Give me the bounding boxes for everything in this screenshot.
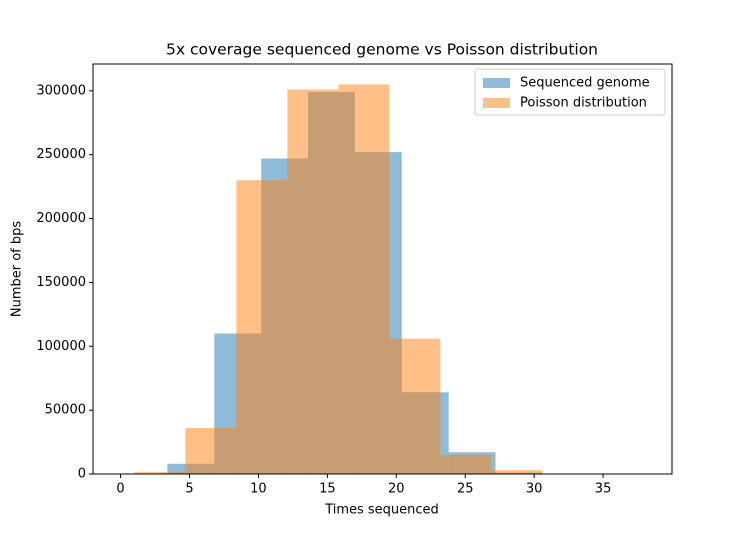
bar (491, 470, 543, 474)
y-tick-label: 250000 (36, 147, 86, 162)
x-tick-label: 25 (457, 482, 474, 497)
legend-swatch (483, 78, 510, 88)
legend-swatch (483, 98, 510, 108)
y-tick-label: 100000 (36, 339, 86, 354)
y-tick-label: 0 (78, 467, 86, 482)
bar (287, 89, 339, 475)
x-tick-label: 15 (319, 482, 336, 497)
bar (389, 338, 441, 474)
x-tick-label: 30 (526, 482, 543, 497)
bar (134, 472, 186, 474)
y-tick-label: 50000 (45, 403, 86, 418)
plot-frame (92, 63, 673, 475)
bar (338, 84, 390, 475)
y-tick-label: 200000 (36, 211, 86, 226)
chart-title: 5x coverage sequenced genome vs Poisson … (166, 41, 598, 59)
legend-label: Poisson distribution (520, 96, 647, 111)
y-tick-label: 150000 (36, 275, 86, 290)
bar (440, 454, 492, 474)
x-tick-label: 35 (595, 482, 612, 497)
x-tick-label: 10 (250, 482, 267, 497)
x-tick-label: 0 (116, 482, 124, 497)
bar (236, 180, 288, 474)
bar (185, 428, 237, 474)
x-tick-label: 5 (185, 482, 193, 497)
legend-label: Sequenced genome (520, 76, 650, 91)
legend-box (474, 68, 666, 116)
y-axis-label: Number of bps (10, 221, 25, 318)
x-axis-label: Times sequenced (324, 503, 439, 518)
x-tick-label: 20 (388, 482, 405, 497)
y-tick-label: 300000 (36, 83, 86, 98)
